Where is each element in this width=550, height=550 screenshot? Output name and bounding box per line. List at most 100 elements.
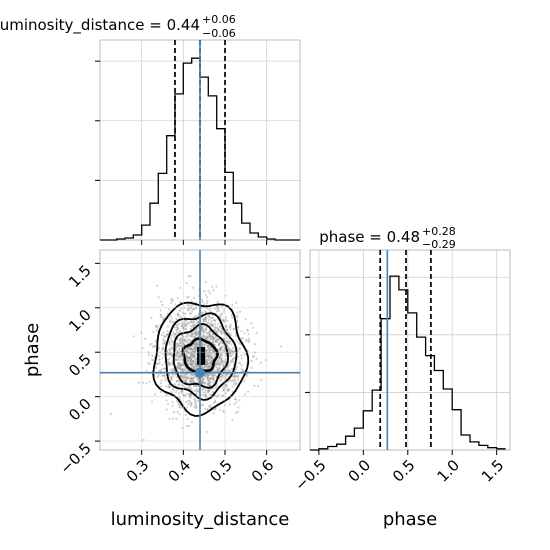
- sample-point: [210, 320, 214, 323]
- sample-point: [193, 344, 196, 347]
- sample-point: [246, 329, 249, 332]
- sample-point: [220, 378, 223, 381]
- sample-point: [234, 398, 238, 401]
- sample-point: [226, 328, 229, 331]
- sample-point: [162, 342, 165, 345]
- sample-point: [220, 328, 223, 331]
- sample-point: [203, 407, 206, 410]
- sample-point: [192, 379, 195, 382]
- sample-point: [179, 365, 182, 368]
- sample-point: [219, 341, 222, 344]
- sample-point: [196, 322, 199, 325]
- sample-point: [219, 339, 222, 342]
- sample-point: [201, 381, 204, 384]
- sample-point: [188, 308, 191, 312]
- sample-point: [207, 348, 210, 351]
- sample-point: [221, 319, 224, 322]
- sample-point: [248, 339, 251, 343]
- sample-point: [203, 366, 206, 369]
- sample-point: [180, 367, 183, 370]
- sample-point: [214, 386, 217, 390]
- sample-point: [207, 373, 210, 376]
- sample-point: [204, 374, 207, 377]
- sample-point: [207, 382, 211, 385]
- sample-point: [208, 377, 211, 381]
- sample-point: [178, 309, 181, 312]
- sample-point: [140, 331, 143, 334]
- sample-point: [205, 360, 208, 363]
- sample-point: [219, 353, 222, 356]
- sample-point: [209, 357, 213, 360]
- sample-point: [209, 363, 212, 366]
- sample-point: [167, 373, 170, 376]
- sample-point: [213, 319, 216, 322]
- sample-point: [170, 390, 173, 393]
- sample-point: [153, 344, 156, 347]
- sample-point: [204, 393, 207, 396]
- sample-point: [229, 333, 232, 336]
- sample-point: [209, 373, 212, 377]
- sample-point: [194, 452, 196, 454]
- sample-point: [207, 331, 210, 334]
- sample-point: [215, 362, 218, 365]
- sample-point: [253, 343, 257, 346]
- sample-point: [204, 310, 207, 313]
- sample-point: [180, 345, 183, 348]
- sample-point: [204, 315, 208, 318]
- sample-point: [226, 389, 229, 392]
- sample-point: [145, 369, 148, 372]
- sample-point: [206, 378, 209, 381]
- sample-point: [184, 312, 187, 315]
- sample-point: [187, 386, 190, 389]
- sample-point: [185, 381, 188, 384]
- sample-point: [157, 362, 160, 365]
- sample-point: [210, 359, 213, 362]
- sample-point: [201, 311, 204, 314]
- sample-point: [171, 363, 174, 366]
- sample-point: [225, 340, 228, 343]
- sample-point: [155, 363, 158, 366]
- sample-point: [178, 348, 181, 351]
- sample-point: [203, 381, 206, 384]
- sample-point: [168, 352, 171, 355]
- sample-point: [183, 320, 186, 323]
- sample-point: [169, 376, 172, 380]
- sample-point: [209, 335, 212, 338]
- sample-point: [194, 400, 197, 403]
- sample-point: [192, 365, 195, 368]
- sample-point: [209, 378, 212, 381]
- sample-point: [203, 377, 206, 380]
- sample-point: [179, 350, 182, 353]
- sample-point: [211, 335, 214, 338]
- sample-point: [245, 339, 248, 342]
- sample-point: [190, 361, 193, 364]
- sample-point: [218, 349, 221, 352]
- sample-point: [170, 379, 173, 382]
- sample-point: [206, 355, 210, 358]
- sample-point: [176, 323, 179, 326]
- sample-point: [197, 314, 200, 318]
- sample-point: [194, 343, 197, 346]
- sample-point: [178, 413, 181, 416]
- sample-point: [231, 358, 234, 361]
- sample-point: [211, 381, 214, 384]
- sample-point: [204, 343, 207, 346]
- sample-point: [188, 394, 191, 397]
- sample-point: [208, 353, 211, 356]
- sample-point: [194, 348, 197, 351]
- sample-point: [192, 331, 195, 334]
- sample-point: [190, 321, 193, 324]
- sample-point: [189, 360, 193, 363]
- sample-point: [213, 374, 216, 377]
- sample-point: [200, 312, 204, 315]
- sample-point: [218, 314, 221, 318]
- sample-point: [177, 356, 180, 359]
- sample-point: [206, 375, 210, 378]
- sample-point: [181, 338, 184, 341]
- sample-point: [191, 345, 194, 348]
- ld-xtick-label: 0.4: [165, 456, 195, 486]
- sample-point: [184, 340, 188, 343]
- sample-point: [168, 348, 171, 351]
- sample-point: [160, 385, 163, 388]
- sample-point: [189, 348, 192, 351]
